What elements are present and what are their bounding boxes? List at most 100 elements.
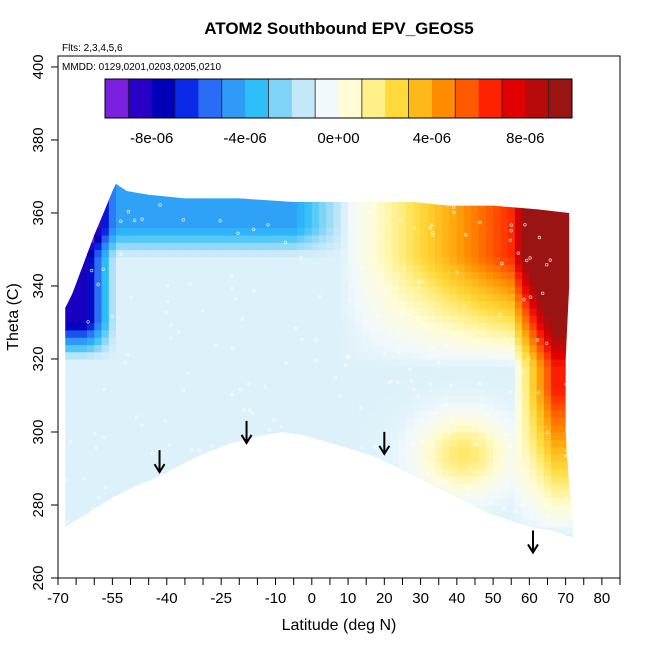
heatmap-cell bbox=[137, 417, 146, 426]
heatmap-cell bbox=[282, 432, 291, 440]
heatmap-cell bbox=[130, 432, 139, 440]
heatmap-cell bbox=[377, 542, 385, 550]
heatmap-cell bbox=[145, 512, 153, 521]
heatmap-cell bbox=[427, 388, 436, 397]
heatmap-cell bbox=[536, 293, 545, 302]
heatmap-cell bbox=[79, 213, 88, 221]
heatmap-cell bbox=[398, 461, 407, 470]
heatmap-cell bbox=[108, 249, 117, 258]
track-point bbox=[403, 267, 407, 271]
heatmap-cell bbox=[224, 373, 233, 382]
track-point bbox=[181, 388, 186, 392]
heatmap-cell bbox=[195, 315, 204, 324]
heatmap-cell bbox=[189, 549, 197, 557]
heatmap-cell bbox=[420, 307, 429, 316]
heatmap-cell bbox=[174, 446, 182, 455]
heatmap-cell bbox=[108, 432, 117, 440]
heatmap-cell bbox=[406, 300, 414, 309]
heatmap-cell bbox=[427, 453, 436, 462]
heatmap-cell bbox=[464, 483, 472, 491]
heatmap-cell bbox=[224, 242, 233, 251]
heatmap-cell bbox=[478, 432, 487, 440]
heatmap-cell bbox=[551, 256, 559, 265]
heatmap-cell bbox=[203, 300, 211, 309]
heatmap-cell bbox=[275, 497, 284, 506]
heatmap-cell bbox=[565, 183, 573, 192]
heatmap-cell bbox=[297, 424, 306, 433]
heatmap-cell bbox=[282, 475, 291, 484]
heatmap-cell bbox=[464, 191, 472, 199]
heatmap-cell bbox=[529, 483, 538, 491]
track-point bbox=[314, 359, 318, 363]
heatmap-cell bbox=[355, 198, 364, 207]
heatmap-cell bbox=[79, 534, 88, 538]
heatmap-cell bbox=[253, 439, 262, 448]
heatmap-cell bbox=[551, 380, 559, 389]
heatmap-cell bbox=[297, 191, 306, 199]
heatmap-cell bbox=[514, 249, 523, 258]
heatmap-cell bbox=[384, 417, 393, 426]
heatmap-cell bbox=[348, 475, 356, 484]
heatmap-cell bbox=[340, 439, 349, 448]
heatmap-cell bbox=[181, 249, 190, 258]
heatmap-cell bbox=[268, 286, 277, 294]
heatmap-cell bbox=[224, 351, 233, 360]
heatmap-cell bbox=[572, 351, 573, 360]
heatmap-cell bbox=[442, 439, 451, 448]
heatmap-cell bbox=[558, 351, 567, 360]
arrow-marker bbox=[378, 431, 391, 456]
heatmap-cell bbox=[326, 388, 335, 397]
heatmap-cell bbox=[195, 534, 204, 538]
heatmap-cell bbox=[137, 380, 146, 389]
heatmap-cell bbox=[123, 424, 132, 433]
heatmap-cell bbox=[493, 213, 501, 221]
heatmap-cell bbox=[384, 380, 393, 389]
heatmap-cell bbox=[333, 264, 342, 272]
heatmap-cell bbox=[427, 329, 436, 338]
heatmap-cell bbox=[87, 388, 95, 397]
heatmap-cell bbox=[340, 432, 349, 440]
heatmap-cell bbox=[493, 205, 501, 214]
heatmap-cell bbox=[254, 549, 262, 557]
heatmap-cell bbox=[130, 446, 139, 455]
heatmap-cell bbox=[449, 505, 458, 513]
heatmap-cell bbox=[130, 373, 139, 382]
heatmap-cell bbox=[116, 395, 124, 404]
heatmap-cell bbox=[195, 300, 204, 309]
heatmap-cell bbox=[565, 213, 573, 221]
heatmap-cell bbox=[377, 402, 385, 411]
heatmap-cell bbox=[522, 293, 530, 302]
heatmap-cell bbox=[377, 191, 385, 199]
heatmap-cell bbox=[152, 468, 161, 477]
heatmap-cell bbox=[435, 359, 443, 367]
heatmap-cell bbox=[232, 307, 240, 316]
heatmap-cell bbox=[87, 213, 95, 221]
heatmap-cell bbox=[500, 271, 509, 280]
heatmap-cell bbox=[181, 293, 190, 302]
heatmap-cell bbox=[65, 497, 66, 506]
heatmap-cell bbox=[195, 410, 204, 418]
heatmap-cell bbox=[188, 526, 197, 535]
heatmap-cell bbox=[493, 490, 501, 499]
heatmap-cell bbox=[246, 198, 255, 207]
heatmap-cell bbox=[398, 256, 407, 265]
heatmap-cell bbox=[464, 286, 472, 294]
heatmap-cell bbox=[65, 227, 74, 236]
heatmap-cell bbox=[195, 497, 204, 506]
heatmap-cell bbox=[116, 293, 124, 302]
heatmap-cell bbox=[65, 351, 74, 360]
heatmap-cell bbox=[522, 264, 530, 272]
heatmap-cell bbox=[464, 453, 472, 462]
heatmap-cell bbox=[275, 183, 284, 192]
heatmap-cell bbox=[224, 293, 233, 302]
heatmap-cell bbox=[87, 278, 95, 287]
heatmap-cell bbox=[297, 453, 306, 462]
heatmap-cell bbox=[195, 505, 204, 513]
heatmap-cell bbox=[297, 315, 306, 324]
heatmap-cell bbox=[268, 227, 277, 236]
heatmap-cell bbox=[333, 278, 342, 287]
heatmap-cell bbox=[369, 439, 378, 448]
heatmap-cell bbox=[572, 439, 573, 448]
heatmap-cell bbox=[108, 475, 117, 484]
heatmap-cell bbox=[145, 300, 153, 309]
